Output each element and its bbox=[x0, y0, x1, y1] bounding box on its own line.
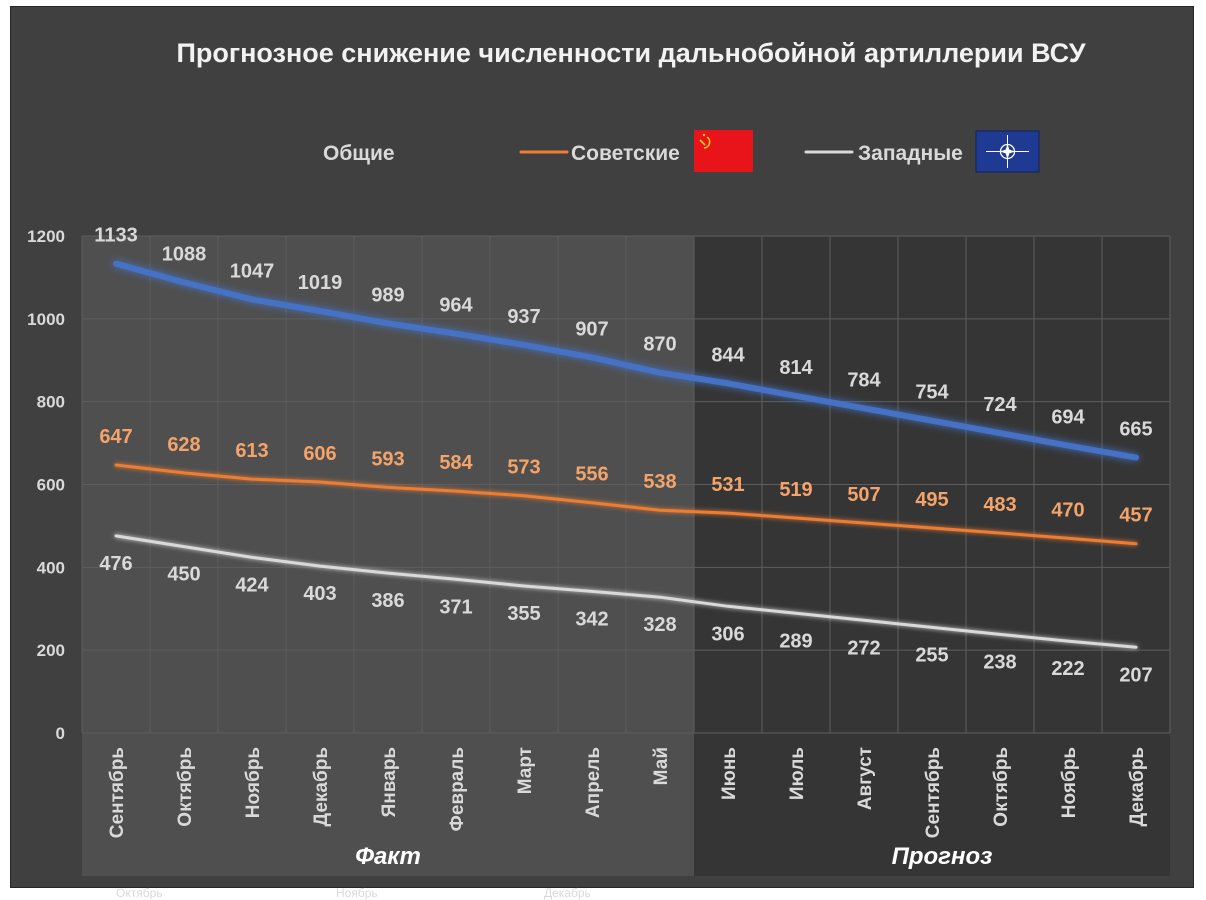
ghost-label-3: Декабрь bbox=[544, 886, 591, 900]
x-tick-label: Июнь bbox=[719, 747, 740, 800]
data-label-0: 844 bbox=[711, 344, 745, 366]
region-label-1: Прогноз bbox=[892, 843, 993, 870]
data-label-1: 628 bbox=[167, 434, 200, 456]
data-label-2: 476 bbox=[99, 553, 132, 575]
region-panel-0 bbox=[82, 236, 694, 876]
region-label-0: Факт bbox=[355, 843, 421, 870]
legend-label-1: Советские bbox=[571, 142, 680, 165]
data-label-1: 538 bbox=[643, 471, 676, 493]
data-label-0: 1088 bbox=[162, 243, 207, 265]
data-label-0: 989 bbox=[371, 284, 404, 306]
data-label-2: 289 bbox=[779, 630, 812, 652]
chart: Факт Прогноз 0 200 400 600 800 1000 1200 Сентябрь… bbox=[27, 38, 1171, 876]
data-label-1: 593 bbox=[371, 448, 404, 470]
data-label-2: 255 bbox=[915, 644, 948, 666]
x-tick-label: Май bbox=[651, 747, 672, 785]
data-label-2: 306 bbox=[711, 623, 744, 645]
x-tick-label: Февраль bbox=[447, 747, 468, 831]
data-label-2: 355 bbox=[507, 603, 540, 625]
data-label-1: 470 bbox=[1051, 499, 1084, 521]
x-tick-label: Декабрь bbox=[1127, 747, 1148, 826]
y-tick-label: 600 bbox=[37, 476, 65, 495]
x-tick-label: Сентябрь bbox=[107, 747, 128, 838]
data-label-1: 495 bbox=[915, 489, 948, 511]
x-tick-label: Январь bbox=[379, 747, 400, 817]
data-label-1: 531 bbox=[711, 474, 744, 496]
data-label-2: 386 bbox=[371, 590, 404, 612]
legend-label-0: Общие bbox=[323, 142, 395, 165]
data-label-2: 450 bbox=[167, 564, 200, 586]
data-label-0: 907 bbox=[575, 318, 608, 340]
data-label-0: 937 bbox=[507, 306, 540, 328]
data-label-1: 519 bbox=[779, 479, 812, 501]
data-label-1: 507 bbox=[847, 484, 880, 506]
data-label-1: 483 bbox=[983, 494, 1016, 516]
legend-label-2: Западные bbox=[858, 142, 963, 165]
data-label-0: 784 bbox=[847, 369, 881, 391]
x-tick-label: Октябрь bbox=[175, 747, 196, 827]
ussr-flag-icon bbox=[694, 130, 753, 172]
data-label-0: 754 bbox=[915, 382, 949, 404]
series-line-1 bbox=[114, 463, 1138, 546]
ghost-label-2: Ноябрь bbox=[336, 886, 378, 900]
region-panel-1 bbox=[694, 236, 1170, 876]
star-mark bbox=[702, 133, 706, 137]
legend: Общие Советские Западные bbox=[270, 130, 1040, 173]
y-tick-label: 1000 bbox=[27, 310, 65, 329]
x-tick-label: Август bbox=[855, 747, 876, 810]
nato-flag-icon bbox=[975, 130, 1040, 173]
data-label-1: 556 bbox=[575, 464, 608, 486]
data-label-2: 342 bbox=[575, 608, 608, 630]
chart-title: Прогнозное снижение численности дальнобо… bbox=[176, 38, 1086, 68]
data-label-1: 457 bbox=[1119, 505, 1152, 527]
y-tick-label: 400 bbox=[37, 558, 65, 577]
data-label-1: 613 bbox=[235, 440, 268, 462]
data-label-0: 1047 bbox=[230, 260, 275, 282]
x-tick-label: Март bbox=[515, 747, 536, 794]
data-label-1: 584 bbox=[439, 452, 473, 474]
data-label-0: 694 bbox=[1051, 407, 1085, 429]
data-label-0: 964 bbox=[439, 295, 473, 317]
data-label-1: 647 bbox=[99, 426, 132, 448]
x-tick-label: Ноябрь bbox=[243, 747, 264, 818]
hammer-sickle-mark bbox=[699, 136, 711, 149]
ghost-label-1: Октябрь bbox=[116, 886, 163, 900]
series-line-2 bbox=[114, 534, 1138, 649]
data-label-2: 222 bbox=[1051, 658, 1084, 680]
x-tick-label: Сентябрь bbox=[923, 747, 944, 838]
y-tick-label: 1200 bbox=[27, 227, 65, 246]
chart-frame: Факт Прогноз 0 200 400 600 800 1000 1200 Сентябрь… bbox=[10, 6, 1194, 888]
data-label-2: 371 bbox=[439, 596, 472, 618]
nato-compass bbox=[1000, 144, 1015, 159]
y-tick-label: 0 bbox=[56, 724, 65, 743]
data-label-1: 606 bbox=[303, 443, 336, 465]
data-label-2: 424 bbox=[235, 574, 269, 596]
data-label-0: 1019 bbox=[298, 272, 343, 294]
x-tick-label: Октябрь bbox=[991, 747, 1012, 827]
x-tick-label: Июль bbox=[787, 747, 808, 800]
data-label-2: 328 bbox=[643, 614, 676, 636]
data-label-0: 724 bbox=[983, 394, 1017, 416]
x-tick-label: Апрель bbox=[583, 747, 604, 818]
data-label-0: 665 bbox=[1119, 419, 1152, 441]
data-label-0: 814 bbox=[779, 357, 813, 379]
data-label-0: 1133 bbox=[94, 225, 137, 247]
data-label-2: 238 bbox=[983, 651, 1016, 673]
ussr-flag-field bbox=[694, 130, 753, 172]
y-tick-label: 800 bbox=[37, 393, 65, 412]
data-label-1: 573 bbox=[507, 457, 540, 479]
data-label-2: 403 bbox=[303, 583, 336, 605]
x-tick-label: Ноябрь bbox=[1059, 747, 1080, 818]
data-label-2: 207 bbox=[1119, 664, 1152, 686]
y-tick-label: 200 bbox=[37, 641, 65, 660]
data-label-0: 870 bbox=[643, 334, 676, 356]
x-tick-label: Декабрь bbox=[311, 747, 332, 826]
data-label-2: 272 bbox=[847, 637, 880, 659]
series-line-0 bbox=[113, 260, 1139, 461]
